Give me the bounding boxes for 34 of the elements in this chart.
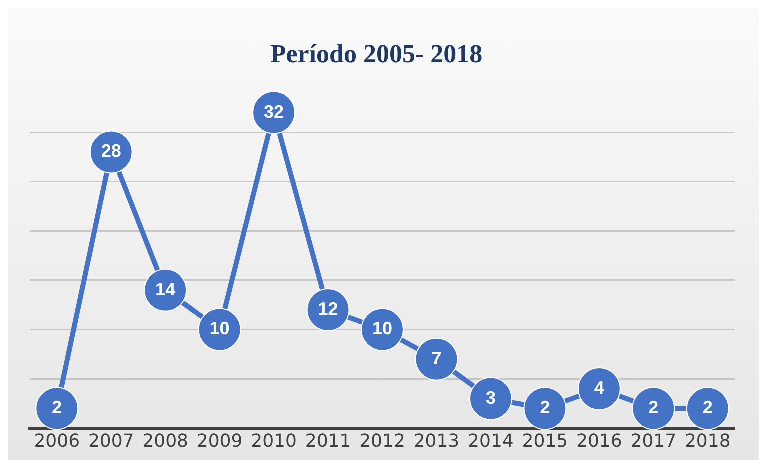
data-label: 7 bbox=[432, 348, 442, 368]
data-label: 10 bbox=[372, 318, 393, 339]
x-tick-label: 2011 bbox=[305, 430, 352, 452]
point bbox=[415, 338, 458, 381]
x-tick-label: 2017 bbox=[630, 430, 677, 452]
x-tick-label: 2015 bbox=[522, 430, 568, 452]
point bbox=[632, 387, 676, 430]
data-label: 12 bbox=[318, 299, 338, 320]
x-tick-label: 2007 bbox=[88, 430, 134, 452]
point bbox=[469, 377, 512, 420]
data-label: 10 bbox=[210, 318, 230, 339]
chart-title: Período 2005- 2018 bbox=[270, 39, 483, 68]
x-tick-label: 2010 bbox=[251, 430, 297, 452]
x-tick-label: 2006 bbox=[34, 430, 80, 452]
data-label: 2 bbox=[52, 398, 62, 418]
data-label: 2 bbox=[540, 398, 550, 418]
x-tick-label: 2013 bbox=[414, 430, 460, 452]
data-label: 2 bbox=[648, 398, 659, 418]
x-tick-label: 2008 bbox=[142, 430, 188, 452]
x-tick-label: 2018 bbox=[684, 430, 731, 452]
point bbox=[578, 367, 621, 410]
data-label: 3 bbox=[486, 388, 496, 408]
data-label: 14 bbox=[156, 279, 176, 300]
x-tick-label: 2012 bbox=[360, 430, 406, 452]
data-label: 32 bbox=[264, 102, 284, 122]
data-label: 4 bbox=[594, 378, 604, 398]
x-tick-label: 2014 bbox=[468, 430, 514, 452]
point bbox=[686, 387, 730, 430]
data-label: 2 bbox=[702, 398, 713, 418]
x-tick-label: 2009 bbox=[196, 430, 243, 452]
point bbox=[524, 387, 567, 430]
data-label: 28 bbox=[101, 141, 122, 162]
point bbox=[36, 387, 79, 430]
x-tick-label: 2016 bbox=[576, 430, 622, 452]
